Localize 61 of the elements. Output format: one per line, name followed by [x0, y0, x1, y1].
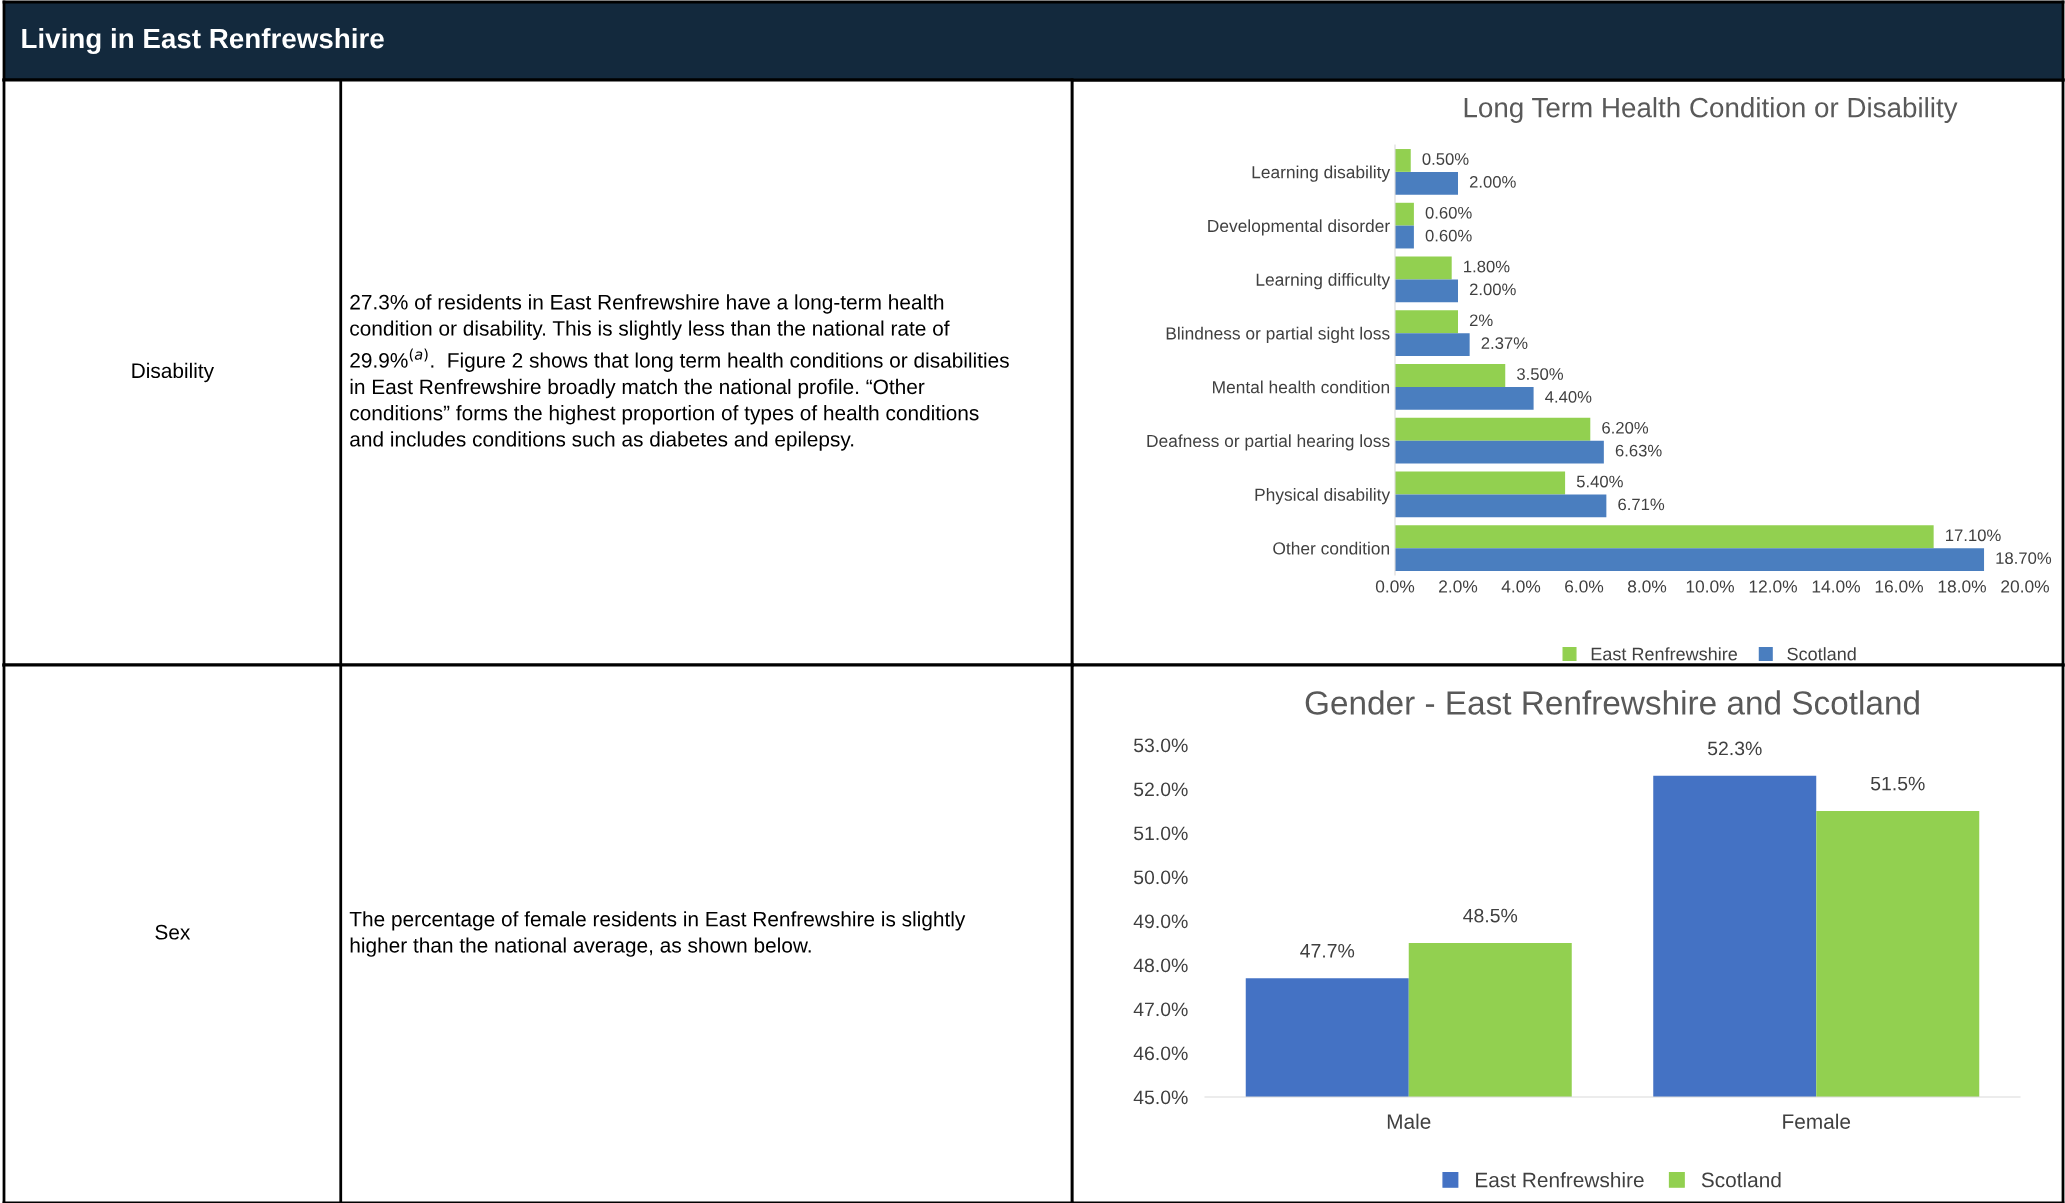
y-tick-label: Physical disability: [1255, 488, 1391, 505]
data-label: 6.63%: [1615, 444, 1662, 457]
y-tick-label: Other condition: [1273, 541, 1390, 555]
y-tick-label: 52.0%: [1133, 782, 1188, 797]
y-tick-label: 46.0%: [1133, 1046, 1188, 1061]
legend-label: Scotland: [1787, 647, 1856, 661]
data-label: 6.71%: [1618, 498, 1665, 511]
x-tick-label: Female: [1783, 1113, 1851, 1129]
y-tick-label: Learning disability: [1252, 165, 1391, 182]
data-label: 47.7%: [1300, 944, 1355, 958]
chart-title: Long Term Health Condition or Disability: [1464, 97, 1958, 123]
data-label: 2.00%: [1469, 283, 1516, 296]
data-label: 4.40%: [1545, 390, 1592, 403]
data-label: 0.60%: [1425, 229, 1472, 242]
y-tick-label: 45.0%: [1133, 1090, 1188, 1105]
chart-title: Gender - East Renfrewshire and Scotland: [1305, 690, 1919, 715]
x-tick-label: 2.0%: [1439, 580, 1478, 593]
legend-label: Scotland: [1701, 1172, 1781, 1188]
data-label: 52.3%: [1707, 741, 1762, 756]
y-tick-label: 53.0%: [1133, 738, 1188, 753]
data-label: 0.50%: [1422, 153, 1469, 165]
data-label: 18.70%: [1996, 552, 2052, 565]
x-tick-label: 8.0%: [1627, 580, 1667, 593]
y-tick-label: Blindness or partial sight loss: [1166, 326, 1390, 344]
y-tick-label: Mental health condition: [1213, 380, 1390, 394]
y-tick-label: 51.0%: [1133, 826, 1188, 841]
data-label: 5.40%: [1576, 475, 1623, 488]
x-tick-label: 6.0%: [1565, 580, 1604, 593]
text: Sex: [155, 924, 191, 940]
data-label: 17.10%: [1946, 529, 2001, 542]
y-tick-label: Deafness or partial hearing loss: [1147, 434, 1390, 451]
data-label: 3.50%: [1517, 368, 1564, 380]
text: 27.3% of residents in East Renfrewshire have a long-term health condition or disability. This is slightly less than the national rate of 29.9%$^{(a)}$. Figure 2 shows that long term health conditions or disabilities in East Renfrewshire broadly match the national profile. “Other conditions” forms the highest proportion of types of health conditions and includes conditions such as diabetes and epilepsy.: [350, 294, 1009, 451]
data-label: 1.80%: [1464, 260, 1510, 273]
data-label: 2%: [1469, 314, 1493, 327]
x-tick-label: 0.0%: [1375, 580, 1415, 593]
x-tick-label: Male: [1387, 1113, 1431, 1129]
y-tick-label: 47.0%: [1133, 1002, 1188, 1017]
x-tick-label: 20.0%: [2001, 580, 2049, 593]
data-label: 2.37%: [1481, 337, 1528, 350]
text: Disability: [132, 362, 215, 383]
text: Living in East Renfrewshire: [22, 27, 384, 55]
y-tick-label: 48.0%: [1133, 958, 1188, 973]
data-label: 51.5%: [1870, 776, 1925, 791]
y-tick-label: 50.0%: [1133, 870, 1188, 885]
y-tick-label: Learning difficulty: [1256, 273, 1391, 290]
y-tick-label: 49.0%: [1133, 914, 1188, 929]
text: The percentage of female residents in East Renfrewshire is slightly higher than the national average, as shown below.: [349, 911, 966, 957]
data-label: 0.60%: [1425, 206, 1472, 219]
data-label: 6.20%: [1602, 421, 1649, 434]
legend-label: East Renfrewshire: [1476, 1172, 1644, 1188]
x-tick-label: 14.0%: [1812, 580, 1860, 593]
x-tick-label: 12.0%: [1749, 580, 1797, 593]
x-tick-label: 10.0%: [1686, 580, 1734, 593]
x-tick-label: 18.0%: [1938, 580, 1986, 593]
x-tick-label: 4.0%: [1501, 580, 1541, 593]
y-tick-label: Developmental disorder: [1208, 219, 1390, 236]
data-label: 48.5%: [1463, 908, 1518, 923]
x-tick-label: 16.0%: [1875, 580, 1923, 593]
data-label: 2.00%: [1469, 175, 1516, 188]
legend-label: East Renfrewshire: [1591, 647, 1737, 661]
